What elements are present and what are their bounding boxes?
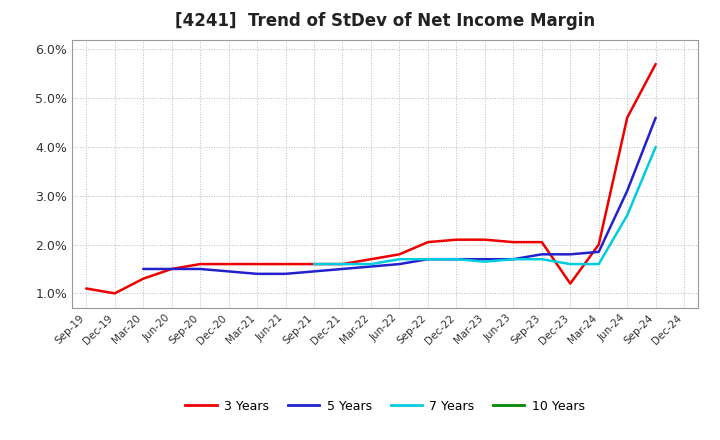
Legend: 3 Years, 5 Years, 7 Years, 10 Years: 3 Years, 5 Years, 7 Years, 10 Years [181,395,590,418]
Title: [4241]  Trend of StDev of Net Income Margin: [4241] Trend of StDev of Net Income Marg… [175,12,595,30]
